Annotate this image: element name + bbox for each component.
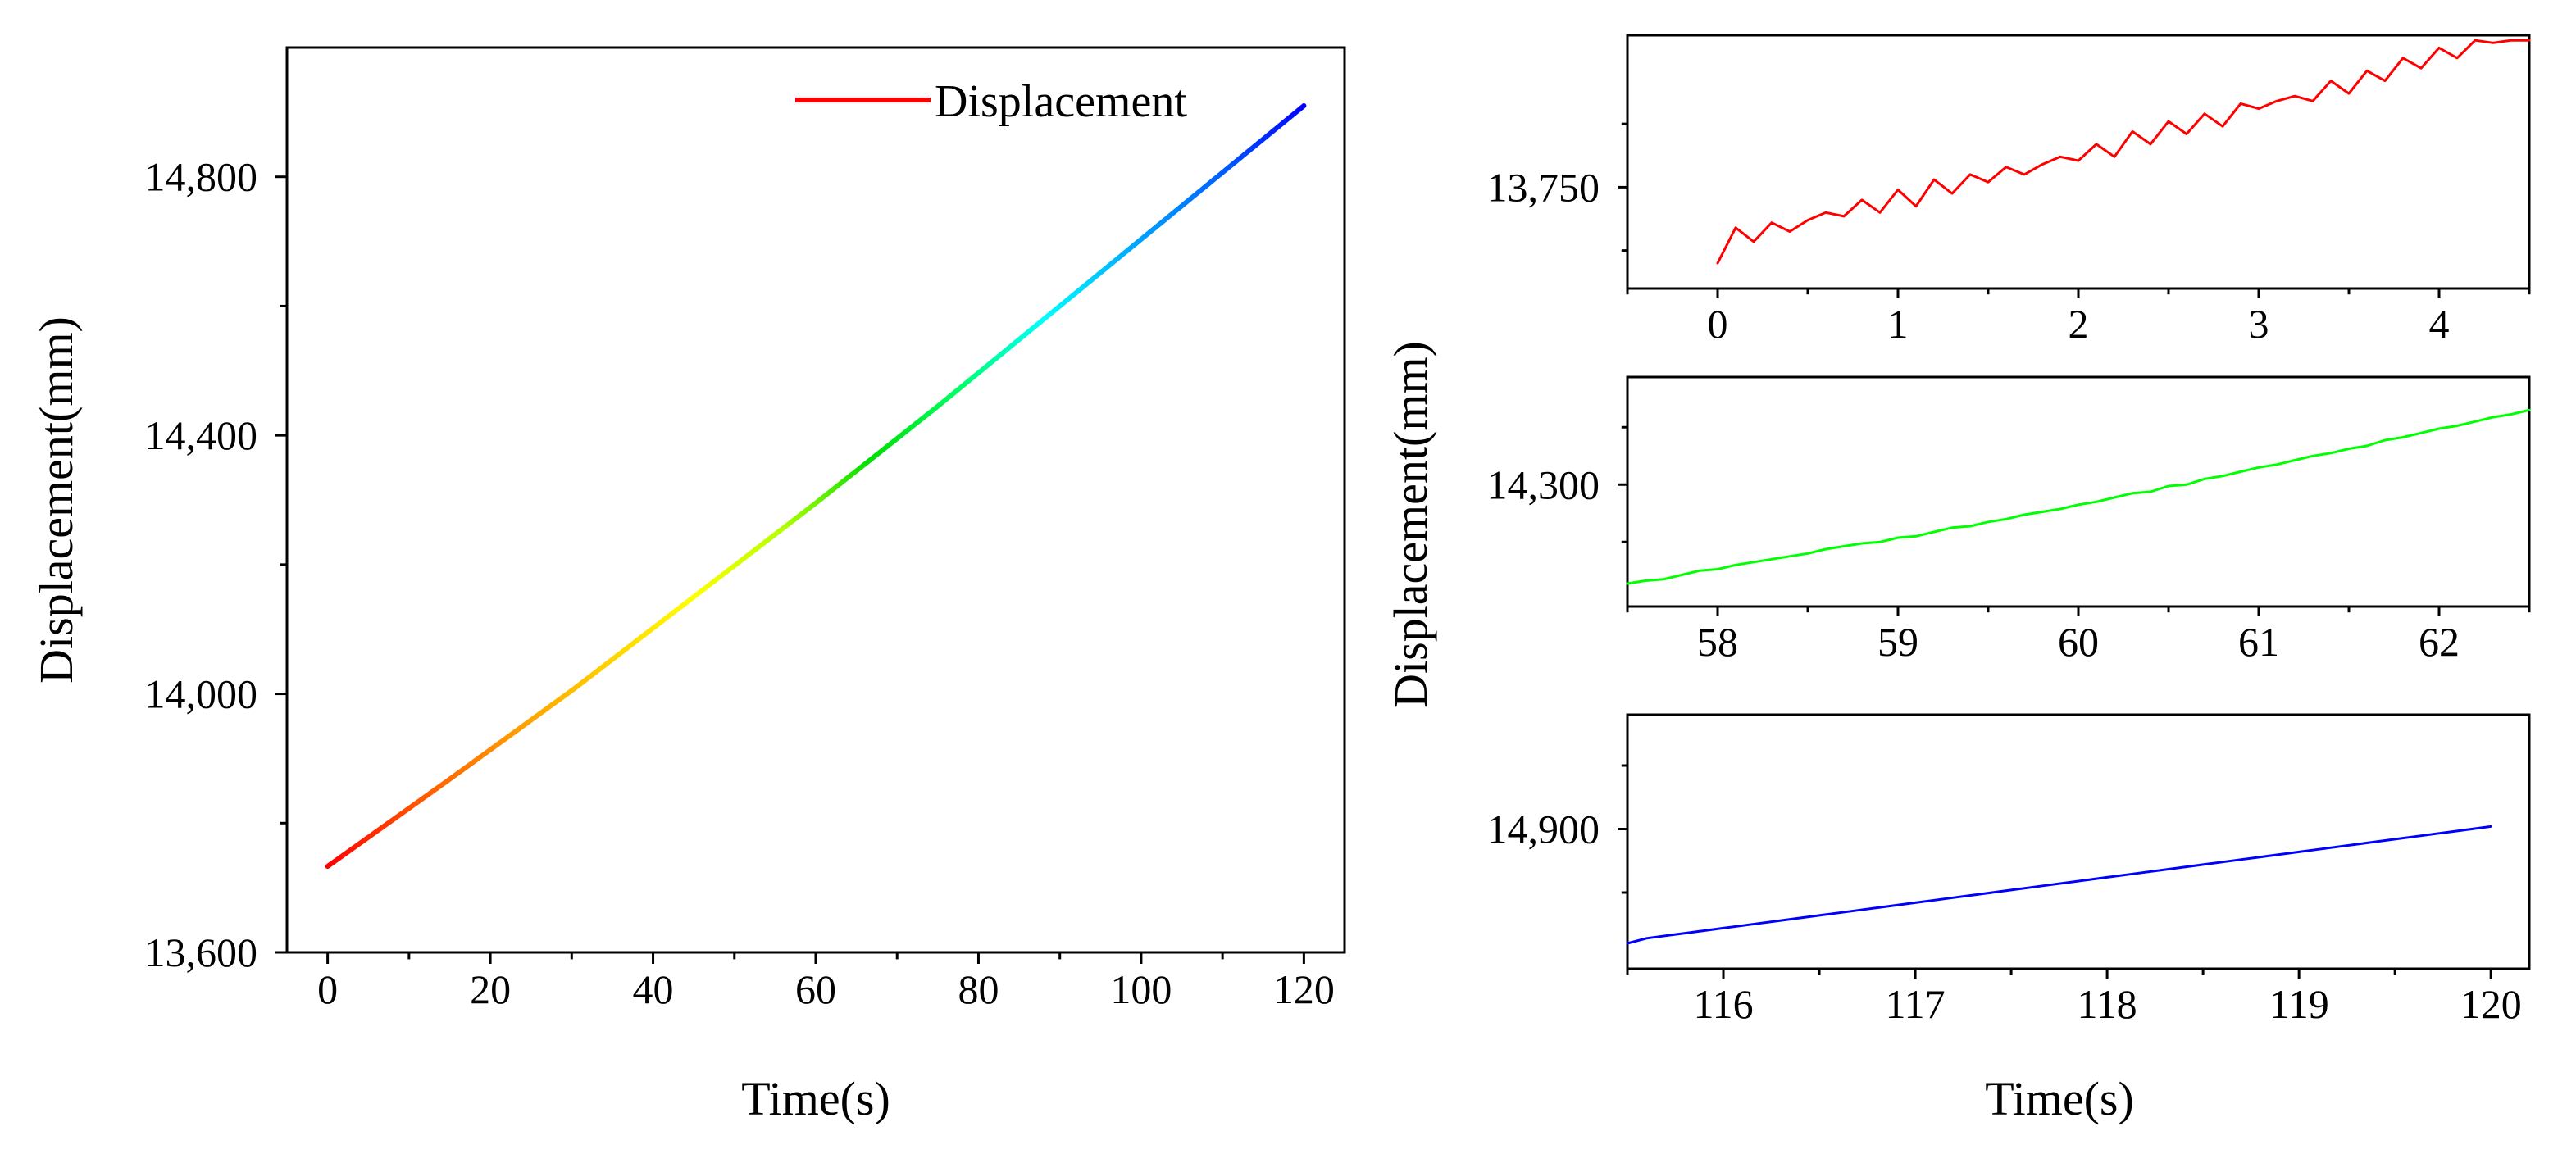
zoom-middle-x-tick-label: 62 <box>2419 619 2460 665</box>
zoom-bottom-frame <box>1626 713 2531 970</box>
main-y-tick-label: 14,000 <box>145 671 258 717</box>
main-y-axis-title: Displacement(mm) <box>30 316 83 684</box>
main-x-tick-label: 80 <box>958 966 999 1012</box>
legend-label: Displacement <box>935 76 1187 127</box>
main-series <box>325 103 1307 870</box>
main-plot-frame <box>285 46 1346 954</box>
zoom-bottom-x-tick-label: 118 <box>2078 981 2137 1027</box>
zoom-top-x-tick-label: 2 <box>2069 301 2089 347</box>
zoom-top-chart: 0 1 2 3 4 13,750 <box>1487 34 2531 347</box>
zoom-middle-axes-ticks: 58 59 60 61 62 14,300 <box>1487 425 2531 665</box>
main-axes-ticks: 0 20 40 60 80 100 120 13,600 14,000 14,400 14,800 <box>145 154 1335 1012</box>
main-x-axis-title: Time(s) <box>741 1072 890 1125</box>
zoom-bottom-x-tick-label: 117 <box>1885 981 1945 1027</box>
zoom-middle-series-line <box>1626 408 2531 585</box>
main-x-tick-label: 100 <box>1110 966 1172 1012</box>
zoom-top-x-tick-label: 4 <box>2429 301 2450 347</box>
zoom-bottom-x-tick-label: 120 <box>2460 981 2522 1027</box>
zoom-bottom-series-line <box>1626 825 2492 945</box>
zoom-top-series-line <box>1716 39 2531 265</box>
zoom-top-series <box>1716 39 2531 265</box>
zoom-middle-x-tick-label: 61 <box>2238 619 2279 665</box>
main-y-tick-label: 13,600 <box>145 929 258 975</box>
zoom-middle-frame <box>1626 375 2531 608</box>
main-series-line <box>325 103 1307 870</box>
zoom-bottom-axes-ticks: 116 117 118 119 120 14,900 <box>1487 764 2522 1027</box>
legend: Displacement <box>795 76 1187 127</box>
zoom-top-x-tick-label: 1 <box>1888 301 1909 347</box>
zoom-top-x-tick-label: 0 <box>1708 301 1728 347</box>
zoom-y-axis-title: Displacement(mm) <box>1384 341 1437 708</box>
zoom-middle-series <box>1626 408 2531 585</box>
zoom-middle-y-tick-label: 14,300 <box>1487 461 1600 507</box>
zoom-middle-x-tick-label: 58 <box>1697 619 1738 665</box>
zoom-middle-chart: 58 59 60 61 62 14,300 <box>1487 375 2531 665</box>
main-chart: 0 20 40 60 80 100 12013,60014,00014,40014,800 … <box>30 46 1346 1125</box>
zoom-middle-x-tick-label: 60 <box>2058 619 2099 665</box>
main-y-tick-label: 14,800 <box>145 154 258 200</box>
main-x-tick-label: 120 <box>1273 966 1335 1012</box>
zoom-bottom-y-tick-label: 14,900 <box>1487 806 1600 852</box>
zoom-bottom-series <box>1626 825 2492 945</box>
main-x-tick-label: 20 <box>470 966 511 1012</box>
zoom-top-axes-ticks: 0 1 2 3 4 13,750 <box>1487 122 2531 347</box>
main-x-tick-label: 60 <box>795 966 836 1012</box>
main-y-tick-label: 14,400 <box>145 412 258 458</box>
zoom-bottom-chart: 116 117 118 119 120 14,900 <box>1487 713 2531 1027</box>
main-x-tick-label: 0 <box>317 966 338 1012</box>
zoom-bottom-x-tick-label: 119 <box>2269 981 2329 1027</box>
zoom-top-x-tick-label: 3 <box>2249 301 2269 347</box>
zoom-bottom-x-tick-label: 116 <box>1693 981 1753 1027</box>
zoom-middle-x-tick-label: 59 <box>1877 619 1918 665</box>
zoom-top-y-tick-label: 13,750 <box>1487 164 1600 210</box>
zoom-x-axis-title: Time(s) <box>1985 1072 2134 1125</box>
main-x-tick-label: 40 <box>633 966 674 1012</box>
